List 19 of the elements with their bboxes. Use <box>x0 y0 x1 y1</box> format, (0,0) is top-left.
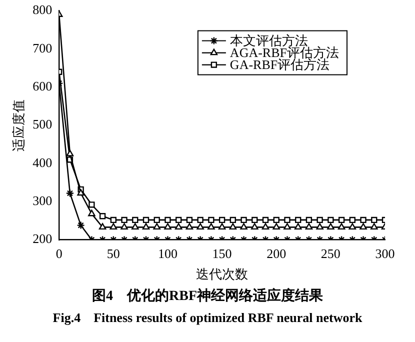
x-tick-label: 50 <box>106 246 120 262</box>
y-tick-label: 500 <box>32 116 52 132</box>
x-tick-label: 200 <box>266 246 286 262</box>
y-tick-label: 200 <box>32 231 52 246</box>
y-tick-label: 700 <box>32 40 52 56</box>
y-tick-label: 300 <box>32 193 52 208</box>
y-tick-label: 600 <box>32 78 52 94</box>
x-axis-title: 迭代次数 <box>196 266 248 282</box>
y-axis-title: 适应度值 <box>11 99 26 152</box>
text: Fig.4 Fitness results of optimized RBF neural network <box>52 309 364 327</box>
x-tick-label: 150 <box>212 246 232 262</box>
x-tick-label: 300 <box>375 246 395 262</box>
text: 图4 优化的RBF神经网络适应度结果 <box>91 287 324 305</box>
legend-label: GA-RBF评估方法 <box>230 57 330 72</box>
y-tick-label: 400 <box>32 154 52 170</box>
x-tick-label: 0 <box>56 246 62 262</box>
x-tick-label: 250 <box>320 246 340 262</box>
y-tick-label: 800 <box>32 2 52 18</box>
x-tick-label: 100 <box>158 246 178 262</box>
